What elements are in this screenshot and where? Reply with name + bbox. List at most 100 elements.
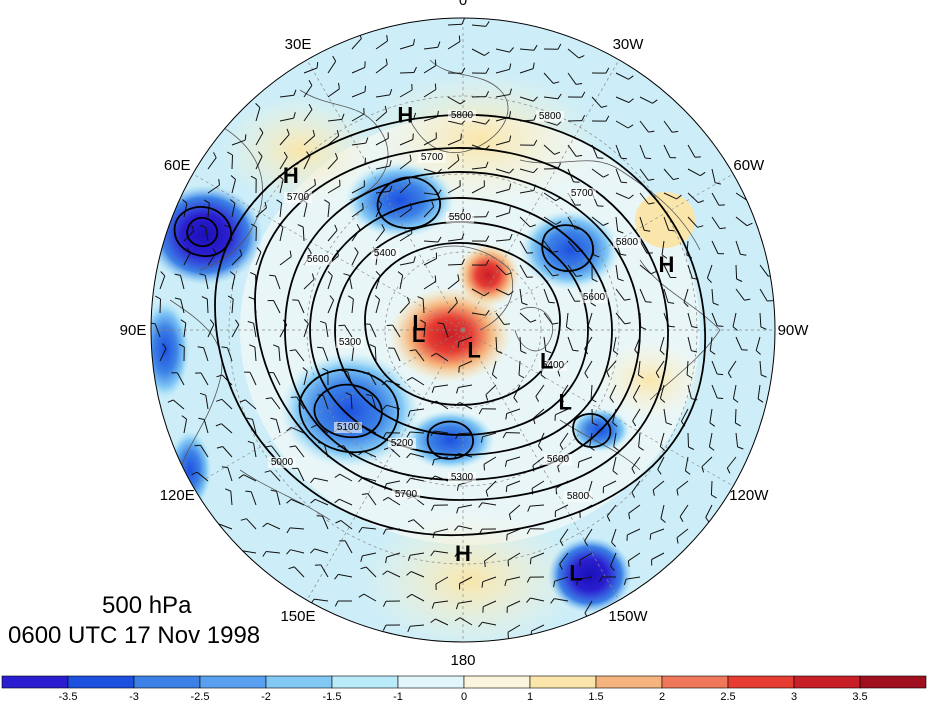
wind-barb: [686, 360, 689, 376]
wind-barb-flag: [611, 541, 616, 547]
wind-barb: [303, 156, 311, 170]
high-pressure-marker: H: [659, 252, 675, 277]
wind-barb-flag: [199, 224, 206, 228]
wind-barb-flag: [668, 229, 675, 232]
wind-barb: [273, 300, 281, 314]
wind-barb: [435, 618, 449, 626]
wind-barb: [279, 94, 294, 98]
wind-barb-flag: [413, 66, 417, 73]
contour-labels: 5800 5800 5700 5700 5700 5600 5500 5400 5400 5300…: [268, 110, 641, 502]
wind-barb: [297, 468, 305, 482]
contour-label: 5600: [547, 454, 570, 465]
wind-barb: [559, 528, 569, 541]
wind-barb-flag: [457, 274, 460, 281]
wind-barb-flag: [413, 256, 416, 263]
wind-barb-flag: [230, 175, 236, 180]
wind-barb-flag: [198, 417, 205, 420]
wind-barb: [543, 240, 553, 253]
wind-barb: [411, 376, 425, 386]
wind-barb: [495, 48, 510, 53]
wind-barb: [303, 278, 315, 290]
wind-barb: [628, 504, 641, 514]
wind-barb-flag: [293, 112, 296, 119]
wind-barb: [278, 347, 281, 362]
wind-barb-flag: [382, 496, 389, 501]
colorbar-swatch: [1, 675, 69, 689]
wind-barb: [687, 216, 698, 228]
wind-barb: [711, 312, 718, 327]
wind-barb-flag: [460, 133, 462, 140]
wind-barb: [254, 346, 257, 362]
map-boundary: [150, 17, 776, 643]
wind-barb-flag: [270, 417, 277, 420]
wind-barb: [687, 312, 693, 327]
wind-barb-flag: [456, 387, 459, 394]
longitude-label: 150E: [280, 608, 315, 625]
wind-barb-flag: [627, 124, 634, 129]
wind-barb: [447, 302, 458, 314]
wind-barb-flag: [644, 229, 651, 232]
wind-barb-flag: [698, 200, 704, 204]
wind-barb-flag: [265, 397, 272, 400]
wind-barb-flag: [620, 157, 628, 160]
wind-barb: [303, 184, 316, 194]
wind-barb: [639, 264, 652, 275]
wind-barb: [409, 431, 425, 434]
wind-barb-flag: [382, 570, 388, 575]
wind-barb-flag: [167, 399, 174, 403]
wind-barb: [628, 552, 641, 562]
wind-barb: [387, 570, 401, 578]
wind-barb: [365, 566, 377, 578]
meridians: [151, 18, 775, 642]
wind-barb: [279, 134, 290, 146]
wind-barb: [626, 576, 641, 580]
wind-barb-flag: [509, 233, 513, 240]
contour-label-background: [448, 472, 476, 483]
wind-barb-flag: [628, 98, 634, 103]
wind-barb-flag: [533, 44, 538, 51]
wind-barb: [533, 408, 545, 419]
wind-barb: [506, 576, 521, 581]
wind-barb: [176, 372, 185, 386]
wind-barb: [423, 206, 435, 218]
wind-barb: [322, 515, 329, 530]
wind-barb: [159, 275, 166, 290]
wind-barb-flag: [538, 445, 543, 451]
wind-barb: [314, 598, 329, 602]
wind-barb: [351, 252, 359, 266]
wind-barb: [519, 288, 523, 303]
wind-barb: [447, 185, 461, 194]
low-pressure-marker: L: [540, 348, 553, 373]
wind-barb-flag: [437, 41, 441, 48]
wind-barb-flag: [366, 394, 373, 397]
wind-barb-flag: [345, 392, 352, 396]
wind-barb-flag: [746, 222, 753, 227]
wind-barb: [183, 323, 187, 338]
wind-barb: [560, 384, 569, 398]
wind-barb: [344, 540, 353, 554]
wind-barb: [255, 132, 264, 146]
wind-barb: [218, 523, 233, 530]
wind-barb-flag: [628, 513, 631, 520]
wind-barb-flag: [335, 520, 342, 524]
wind-barb-flag: [485, 161, 489, 168]
colorbar-swatch: [199, 675, 267, 689]
longitude-label: 180: [450, 652, 475, 669]
wind-barb-flag: [509, 88, 512, 95]
wind-barb-flag: [553, 581, 556, 588]
wind-barb-flag: [483, 464, 485, 471]
wind-barb: [663, 144, 671, 158]
colorbar-tick-label: 1: [527, 691, 533, 702]
wind-barb-flag: [334, 152, 338, 159]
wind-barb-flag: [259, 127, 264, 134]
contour-label-background: [268, 457, 296, 468]
wind-barb-flag: [384, 483, 387, 490]
high-pressure-marker: H: [283, 163, 299, 188]
wind-barb: [631, 456, 641, 469]
wind-barb: [447, 23, 463, 26]
wind-barb: [584, 600, 593, 614]
wind-barb: [200, 372, 209, 386]
wind-barb: [274, 275, 281, 290]
meridian-line: [462, 59, 620, 331]
wind-barb: [651, 552, 665, 560]
